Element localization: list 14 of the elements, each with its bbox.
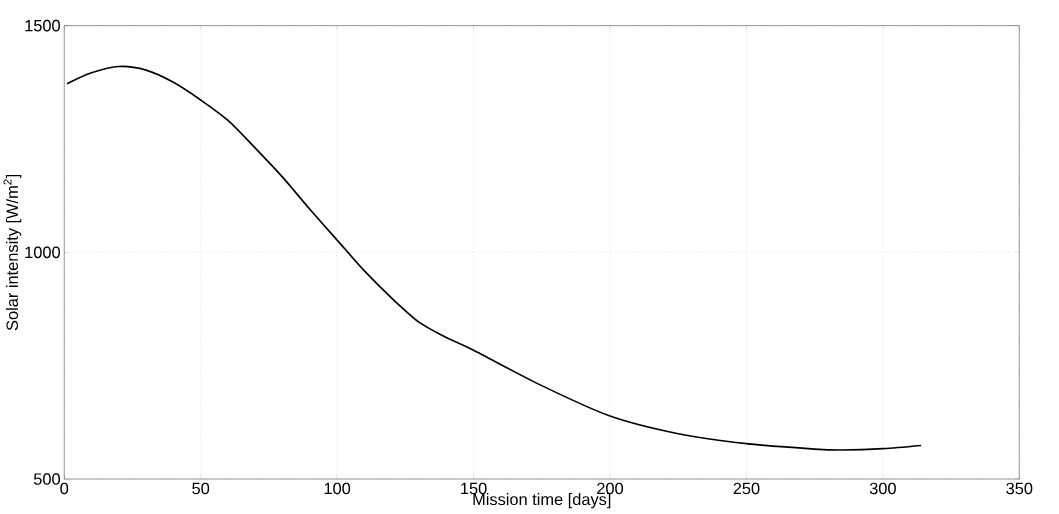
x-tick-label: 200 <box>597 482 624 495</box>
x-tick-label: 0 <box>60 482 69 495</box>
line-series <box>66 65 922 451</box>
x-tick-label: 250 <box>733 482 760 495</box>
x-tick-label: 350 <box>1006 482 1033 495</box>
x-tick-label: 150 <box>461 482 487 495</box>
y-tick-label: 1500 <box>25 19 60 32</box>
y-axis-title: Solar intensity [W/m$^{2}$] <box>3 175 22 331</box>
x-axis-title: Mission time [days] <box>473 493 611 509</box>
y-tick-label: 500 <box>33 473 60 485</box>
x-tick-label: 300 <box>869 482 896 495</box>
x-tick-label: 50 <box>192 482 210 495</box>
x-tick-label: 100 <box>324 482 351 495</box>
y-tick-label: 1000 <box>25 246 60 259</box>
